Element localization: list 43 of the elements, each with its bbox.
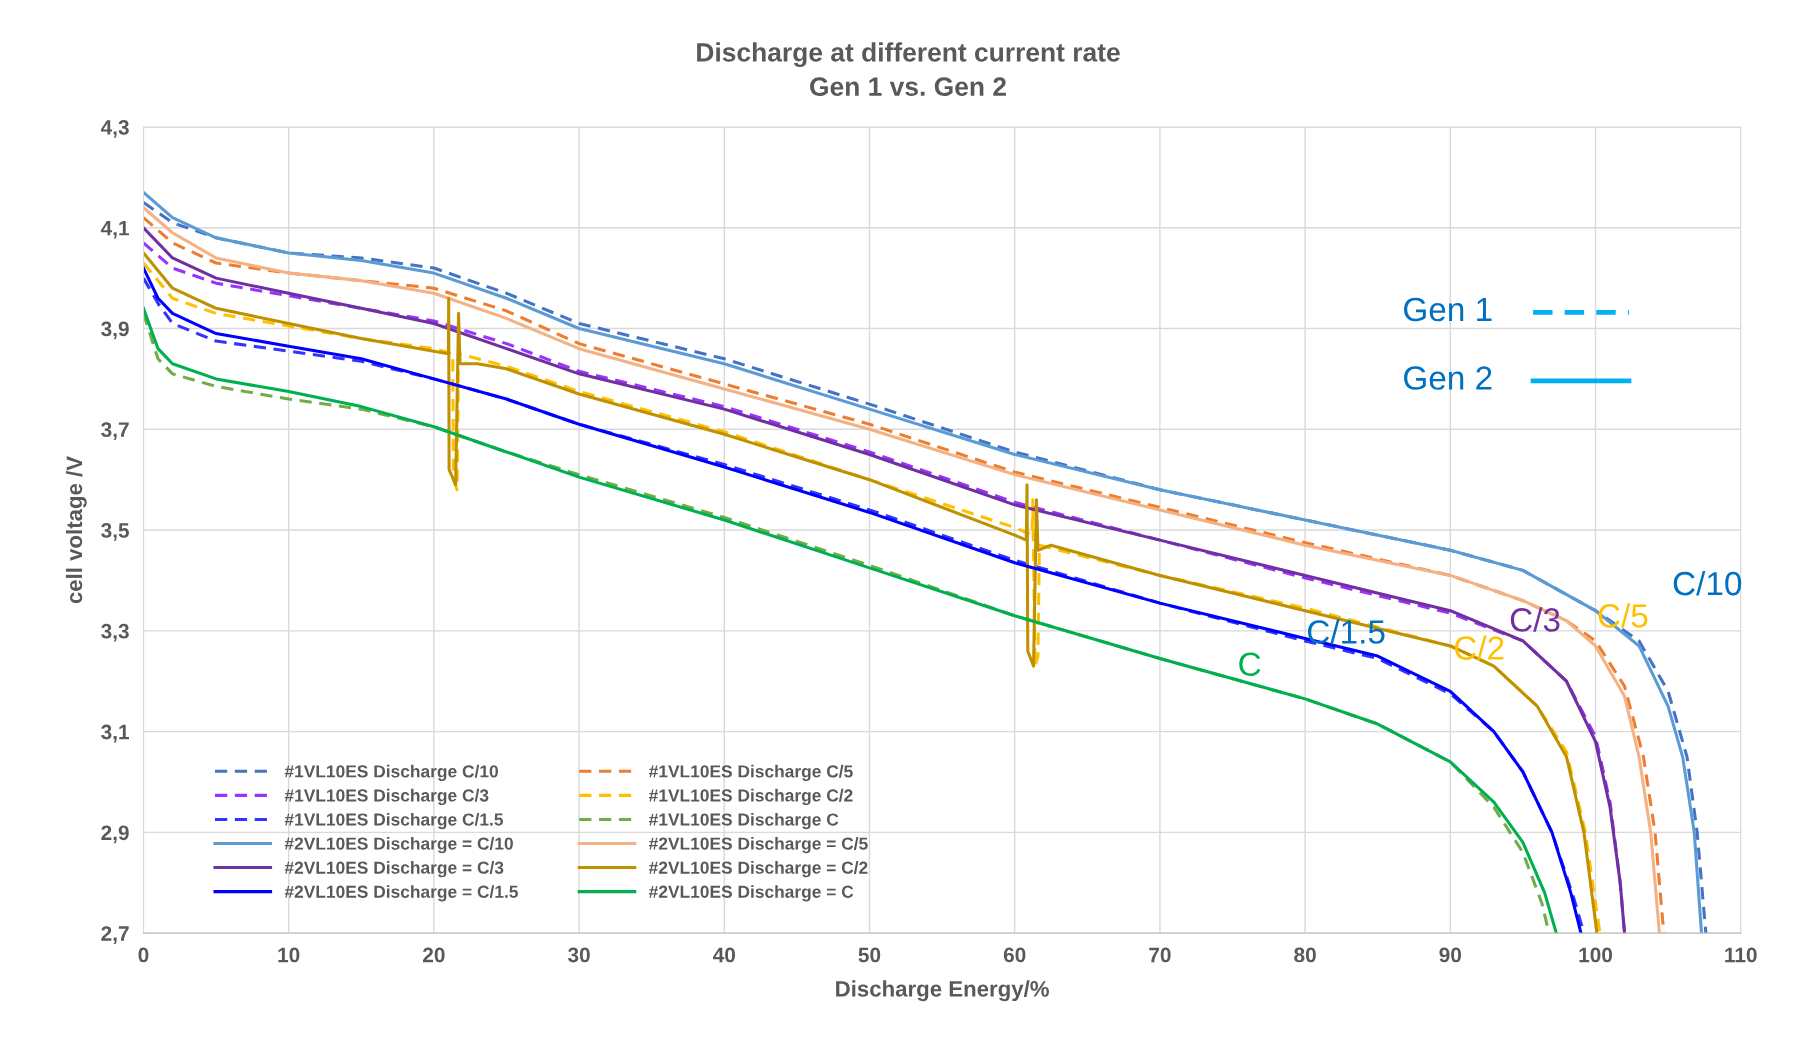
y-tick-label: 3,1 — [101, 724, 129, 743]
legend-label: #1VL10ES Discharge C/2 — [648, 788, 853, 806]
legend-label: #1VL10ES Discharge C/3 — [284, 788, 489, 806]
chart-title: Discharge at different current rate Gen 1 vs. Gen 2 — [697, 42, 1120, 96]
y-tick-label: 3,3 — [101, 623, 129, 642]
annotation: C/1.5 — [1307, 619, 1385, 644]
x-tick-label: 0 — [138, 947, 149, 963]
x-tick-label: 50 — [858, 947, 881, 963]
legend-label: #2VL10ES Discharge = C/3 — [284, 861, 504, 878]
x-axis-title: Discharge Energy/% — [836, 980, 1049, 1002]
annotation: C — [1239, 652, 1261, 677]
annotation: Gen 1 — [1404, 297, 1492, 322]
x-tick-label: 110 — [1725, 947, 1757, 963]
annotation: C/10 — [1673, 570, 1742, 596]
x-tick-label: 100 — [1579, 947, 1613, 963]
y-tick-label: 3,7 — [101, 422, 129, 441]
annotation: C/2 — [1454, 635, 1504, 660]
y-tick-label: 2,9 — [101, 825, 129, 844]
legend-label: #2VL10ES Discharge = C/1.5 — [284, 885, 518, 902]
legend-label: #1VL10ES Discharge C/5 — [648, 764, 853, 782]
x-tick-label: 10 — [278, 947, 300, 963]
legend-label: #2VL10ES Discharge = C/10 — [284, 837, 513, 854]
y-tick-label: 4,1 — [100, 220, 129, 239]
legend-label: #2VL10ES Discharge = C — [648, 885, 854, 902]
x-tick-label: 80 — [1294, 947, 1316, 963]
x-tick-label: 30 — [567, 947, 590, 963]
legend-label: #1VL10ES Discharge C — [648, 812, 839, 830]
x-tick-label: 20 — [423, 947, 445, 963]
legend-label: #2VL10ES Discharge = C/5 — [648, 837, 868, 854]
y-tick-label: 3,9 — [101, 321, 129, 340]
y-tick-label: 4,3 — [100, 119, 129, 138]
y-tick-label: 3,5 — [101, 523, 129, 541]
x-tick-label: 90 — [1439, 947, 1462, 963]
y-tick-label: 2,7 — [101, 926, 129, 944]
x-tick-label: 40 — [713, 947, 736, 963]
x-tick-label: 60 — [1003, 947, 1026, 963]
y-axis-title: cell voltage /V — [65, 456, 87, 604]
legend-label: #2VL10ES Discharge = C/2 — [648, 861, 868, 878]
x-tick-label: 70 — [1149, 947, 1171, 963]
legend-label: #1VL10ES Discharge C/1.5 — [284, 812, 504, 830]
annotation: Gen 2 — [1404, 366, 1492, 390]
annotation: C/3 — [1510, 607, 1560, 632]
legend-label: #1VL10ES Discharge C/10 — [284, 764, 498, 782]
